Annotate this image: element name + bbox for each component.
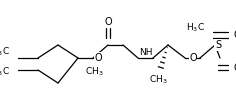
Text: H$_3$C: H$_3$C	[0, 46, 10, 58]
Text: O: O	[104, 17, 112, 27]
Text: CH$_3$: CH$_3$	[85, 66, 104, 78]
Text: O: O	[234, 63, 236, 73]
Text: O: O	[94, 53, 102, 63]
Text: O: O	[189, 53, 197, 63]
Text: S: S	[215, 40, 221, 50]
Text: CH$_3$: CH$_3$	[149, 74, 167, 86]
Text: H$_3$C: H$_3$C	[0, 66, 10, 78]
Text: O: O	[234, 30, 236, 40]
Text: NH: NH	[139, 48, 153, 56]
Text: H$_3$C: H$_3$C	[185, 22, 204, 34]
